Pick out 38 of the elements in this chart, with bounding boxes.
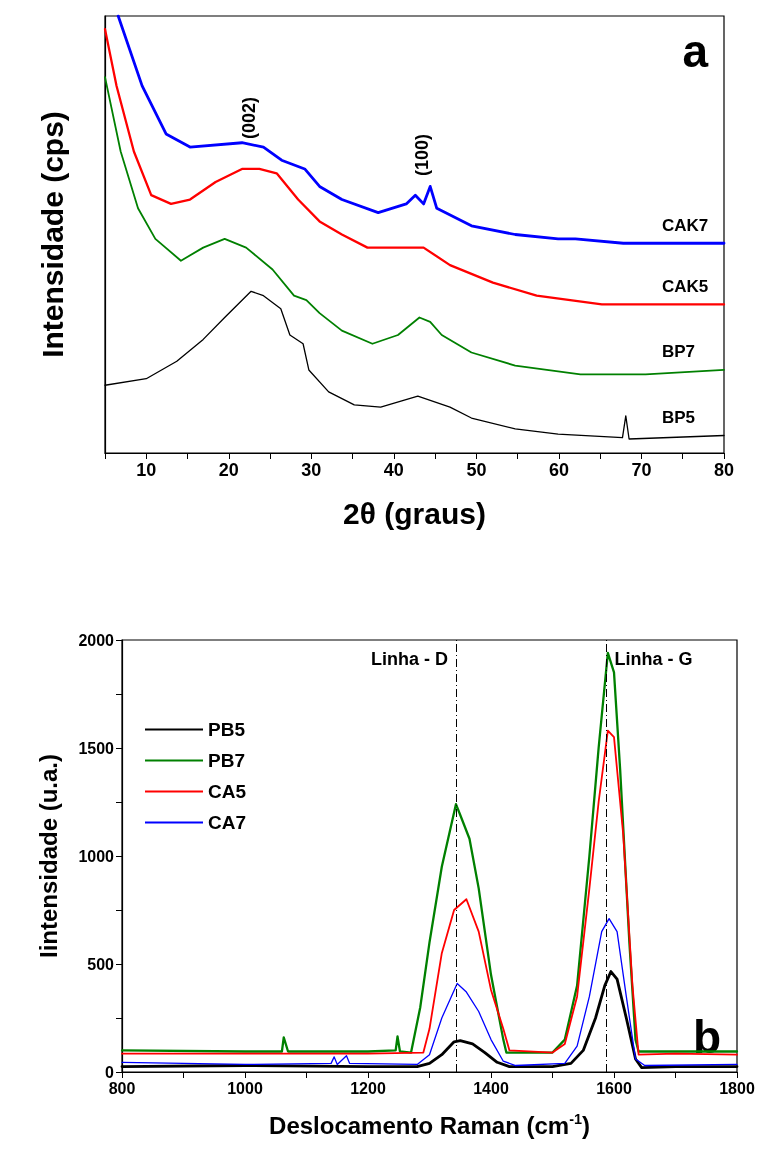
annotation: (002): [239, 96, 259, 139]
series-label: CAK7: [662, 215, 709, 235]
x-tick-label: 30: [301, 460, 322, 480]
y-tick-label: 500: [87, 955, 115, 973]
series-label: BP7: [662, 342, 696, 362]
x-tick-label: 60: [548, 460, 569, 480]
x-tick-label: 1600: [596, 1079, 632, 1097]
x-tick-label: 50: [466, 460, 487, 480]
x-tick-label: 1000: [227, 1079, 263, 1097]
x-axis-title: 2θ (graus): [343, 496, 486, 530]
x-tick-label: 70: [631, 460, 652, 480]
y-axis-title: Intensidade (cps): [35, 111, 69, 358]
legend-label: PB7: [208, 750, 245, 771]
ref-line-label: Linha - D: [370, 649, 448, 669]
annotation: b: [692, 1011, 721, 1063]
y-tick-label: 1000: [78, 847, 115, 865]
legend-label: CA5: [208, 781, 247, 802]
x-tick-label: 40: [383, 460, 404, 480]
x-tick-label: 20: [218, 460, 239, 480]
x-tick-label: 800: [108, 1079, 136, 1097]
x-tick-label: 1800: [719, 1079, 755, 1097]
legend-label: PB5: [208, 719, 246, 740]
legend-label: CA7: [208, 812, 247, 833]
series-label: BP5: [662, 408, 696, 428]
x-tick-label: 1200: [350, 1079, 386, 1097]
annotation: (100): [412, 133, 432, 176]
line-series: [120, 651, 739, 1054]
y-tick-label: 0: [105, 1063, 115, 1081]
x-tick-label: 1400: [473, 1079, 509, 1097]
x-tick-label: 80: [713, 460, 735, 480]
y-axis-title: Iintensidade (u.a.): [34, 753, 62, 959]
annotation: a: [682, 25, 709, 77]
line-series: [121, 917, 738, 1067]
y-tick-label: 2000: [78, 631, 115, 649]
y-tick-label: 1500: [78, 739, 115, 757]
x-tick-label: 10: [136, 460, 157, 480]
series-label: CAK5: [662, 276, 709, 296]
ref-line-label: Linha - G: [614, 649, 693, 669]
